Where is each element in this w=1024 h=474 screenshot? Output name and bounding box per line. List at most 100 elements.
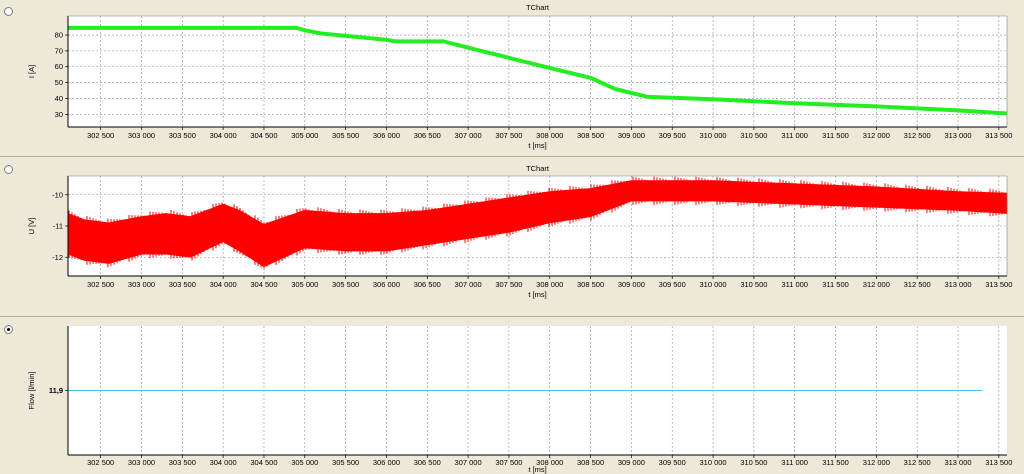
- x-tick-label: 308 000: [536, 280, 563, 289]
- x-tick-label: 310 000: [699, 131, 726, 140]
- x-tick-label: 304 500: [250, 280, 277, 289]
- x-tick-label: 309 000: [618, 131, 645, 140]
- x-tick-label: 309 000: [618, 280, 645, 289]
- x-tick-label: 309 500: [659, 131, 686, 140]
- flow-chart-panel: 302 500 303 000 303 500 304 000 304 500 305 0…: [0, 318, 1024, 474]
- x-tick-label: 308 500: [577, 131, 604, 140]
- x-tick-label: 302 500: [87, 131, 114, 140]
- x-tick-label: 307 500: [495, 458, 522, 467]
- x-tick-label: 310 000: [699, 458, 726, 467]
- x-tick-label: 306 500: [414, 280, 441, 289]
- x-tick-label: 305 500: [332, 458, 359, 467]
- x-tick-label: 309 000: [618, 458, 645, 467]
- x-tick-label: 303 000: [128, 131, 155, 140]
- x-tick-label: 310 500: [740, 458, 767, 467]
- x-tick-label: 306 500: [414, 131, 441, 140]
- panel-divider: [0, 316, 1024, 317]
- x-tick-label: 307 500: [495, 131, 522, 140]
- chart-select-radio-1[interactable]: [4, 7, 13, 16]
- x-tick-label: 307 000: [455, 458, 482, 467]
- x-axis-label: t [ms]: [528, 141, 546, 150]
- y-tick-label: 11,9: [49, 386, 63, 395]
- x-tick-label: 312 500: [904, 131, 931, 140]
- x-tick-label: 309 500: [659, 280, 686, 289]
- y-tick-label: 60: [55, 62, 63, 71]
- y-axis-label: U [V]: [27, 218, 36, 235]
- x-tick-label: 312 000: [863, 280, 890, 289]
- y-tick-label: -12: [52, 253, 63, 262]
- x-tick-label: 308 000: [536, 131, 563, 140]
- chart-title: TChart: [526, 164, 550, 173]
- plot-area: [68, 16, 1007, 127]
- y-tick-label: 80: [55, 31, 63, 40]
- y-tick-label: 70: [55, 46, 63, 55]
- y-axis-label: Flow [l/min]: [27, 372, 36, 410]
- y-tick-label: 50: [55, 78, 63, 87]
- x-tick-label: 306 000: [373, 280, 400, 289]
- x-tick-label: 303 500: [169, 458, 196, 467]
- y-tick-label: -11: [53, 222, 63, 231]
- x-tick-label: 307 000: [455, 131, 482, 140]
- voltage-chart: TChart 302 500 303 000 303 500 304 000 304 50…: [27, 164, 1012, 299]
- x-tick-label: 311 000: [781, 458, 808, 467]
- x-tick-label: 304 500: [250, 458, 277, 467]
- y-tick-label: -10: [52, 190, 63, 199]
- x-tick-label: 309 500: [659, 458, 686, 467]
- x-tick-label: 305 500: [332, 280, 359, 289]
- x-tick-label: 305 000: [291, 131, 318, 140]
- x-tick-label: 313 500: [985, 280, 1012, 289]
- x-tick-label: 307 000: [455, 280, 482, 289]
- x-tick-label: 311 000: [781, 131, 808, 140]
- x-tick-label: 310 500: [740, 280, 767, 289]
- x-tick-label: 310 000: [699, 280, 726, 289]
- x-tick-label: 304 000: [210, 131, 237, 140]
- y-tick-label: 30: [55, 110, 63, 119]
- x-tick-label: 312 000: [863, 131, 890, 140]
- chart-select-radio-3[interactable]: [4, 325, 13, 334]
- x-tick-label: 305 000: [291, 280, 318, 289]
- x-tick-label: 307 500: [495, 280, 522, 289]
- x-tick-label: 312 500: [904, 458, 931, 467]
- series-line: [68, 25, 1008, 116]
- x-tick-label: 308 500: [577, 280, 604, 289]
- x-axis-label: t [ms]: [528, 290, 546, 299]
- current-chart-panel: TChart 302 500 303 000 303 500 304 000 304 50…: [0, 0, 1024, 155]
- chart-select-radio-2[interactable]: [4, 165, 13, 174]
- x-tick-label: 311 500: [822, 131, 849, 140]
- x-tick-label: 313 000: [944, 458, 971, 467]
- x-tick-label: 306 000: [373, 131, 400, 140]
- x-tick-label: 311 000: [781, 280, 808, 289]
- x-tick-label: 310 500: [740, 131, 767, 140]
- y-tick-label: 40: [55, 94, 63, 103]
- x-tick-label: 305 000: [291, 458, 318, 467]
- x-tick-label: 304 000: [210, 280, 237, 289]
- x-tick-label: 306 500: [414, 458, 441, 467]
- x-tick-label: 313 000: [944, 131, 971, 140]
- panel-divider: [0, 156, 1024, 157]
- x-tick-label: 306 000: [373, 458, 400, 467]
- x-tick-label: 305 500: [332, 131, 359, 140]
- x-tick-label: 311 500: [822, 280, 849, 289]
- x-tick-label: 303 000: [128, 458, 155, 467]
- x-tick-label: 311 500: [822, 458, 849, 467]
- current-chart: TChart 302 500 303 000 303 500 304 000 304 50…: [27, 3, 1012, 150]
- x-tick-label: 312 500: [904, 280, 931, 289]
- x-tick-label: 303 500: [169, 131, 196, 140]
- x-tick-label: 303 000: [128, 280, 155, 289]
- x-tick-label: 308 000: [536, 458, 563, 467]
- y-axis-label: I [A]: [27, 65, 36, 78]
- series-line: [68, 176, 1006, 269]
- x-tick-label: 308 500: [577, 458, 604, 467]
- x-tick-label: 313 500: [985, 458, 1012, 467]
- voltage-chart-panel: TChart 302 500 303 000 303 500 304 000 304 50…: [0, 158, 1024, 315]
- x-tick-label: 313 000: [944, 280, 971, 289]
- x-tick-label: 304 500: [250, 131, 277, 140]
- x-tick-label: 302 500: [87, 458, 114, 467]
- x-tick-label: 304 000: [210, 458, 237, 467]
- flow-chart: 302 500 303 000 303 500 304 000 304 500 305 0…: [27, 326, 1012, 474]
- x-tick-label: 303 500: [169, 280, 196, 289]
- chart-title: TChart: [526, 3, 550, 12]
- x-tick-label: 302 500: [87, 280, 114, 289]
- x-tick-label: 312 000: [863, 458, 890, 467]
- x-tick-label: 313 500: [985, 131, 1012, 140]
